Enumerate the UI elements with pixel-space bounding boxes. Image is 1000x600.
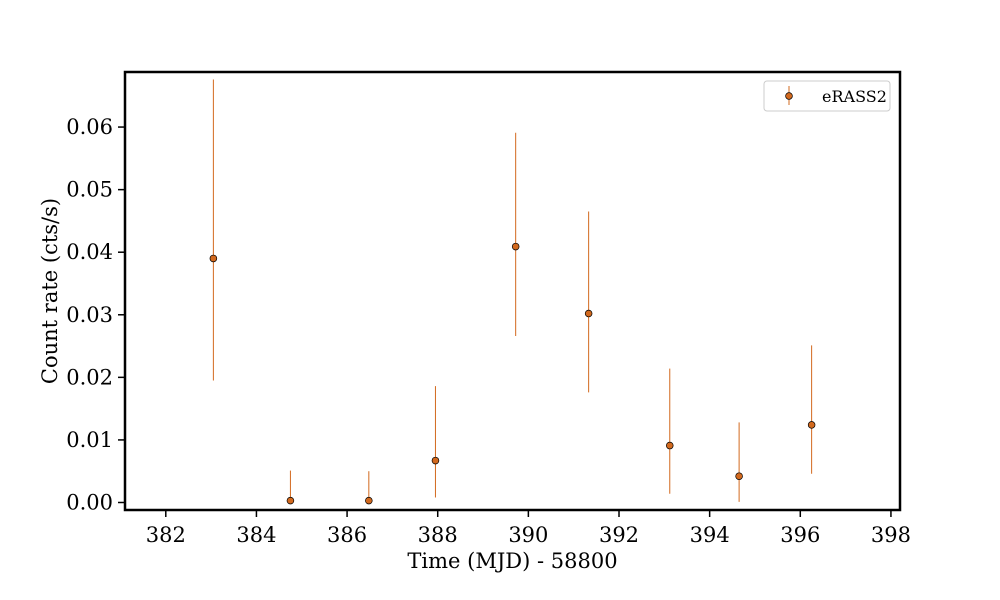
x-tick-label: 394 <box>690 523 730 547</box>
legend-box <box>763 80 891 112</box>
x-tick-label: 392 <box>599 523 639 547</box>
y-tick-label: 0.04 <box>66 240 113 264</box>
x-tick-label: 382 <box>146 523 186 547</box>
data-point <box>735 472 743 480</box>
data-point <box>666 441 674 450</box>
x-tick-label: 386 <box>327 523 367 547</box>
x-tick-label: 384 <box>236 523 276 547</box>
x-tick-label: 396 <box>780 523 820 547</box>
axes: 382 384 386 388 390 392 394 396 398 0.00 0.01 0.02 0… <box>66 115 911 547</box>
x-tick-label: 398 <box>871 523 911 547</box>
y-tick-label: 0.00 <box>66 490 113 514</box>
data-marks <box>209 79 816 505</box>
x-axis-label: Time (MJD) - 58800 <box>407 549 617 573</box>
x-tick-label: 388 <box>418 523 458 547</box>
data-point <box>286 496 295 505</box>
data-point <box>584 309 593 318</box>
legend-label: eRASS2 <box>822 87 887 106</box>
data-point <box>431 456 440 465</box>
data-point <box>209 254 218 263</box>
y-axis-label: Count rate (cts/s) <box>38 198 62 384</box>
y-tick-label: 0.06 <box>66 115 113 139</box>
data-point <box>365 496 373 505</box>
x-tick-label: 390 <box>508 523 548 547</box>
y-tick-label: 0.03 <box>66 303 113 327</box>
data-point <box>807 421 816 429</box>
legend: eRASS2 <box>763 80 891 112</box>
plot-frame <box>123 70 902 512</box>
y-tick-label: 0.02 <box>66 365 113 389</box>
legend-marker <box>785 92 793 100</box>
y-tick-label: 0.05 <box>66 178 113 202</box>
data-point <box>511 242 520 251</box>
y-tick-label: 0.01 <box>66 428 113 452</box>
